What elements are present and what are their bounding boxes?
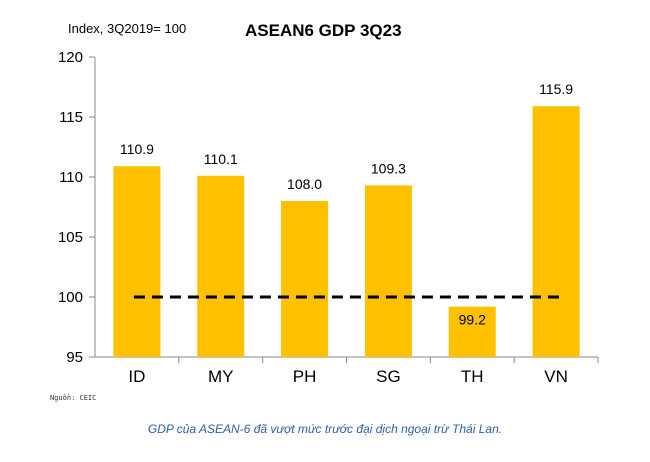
chart-title: ASEAN6 GDP 3Q23	[245, 21, 402, 40]
bar-ph	[281, 201, 329, 357]
x-category-label: MY	[208, 367, 234, 386]
bar-sg	[364, 185, 412, 357]
bar-my	[197, 175, 245, 357]
bar-th	[448, 306, 496, 357]
x-category-label: VN	[544, 367, 568, 386]
data-label: 115.9	[539, 81, 573, 97]
x-category-label: TH	[461, 367, 484, 386]
y-tick-label: 120	[58, 49, 83, 66]
y-tick-label: 110	[59, 169, 83, 186]
bar-id	[113, 166, 161, 357]
x-category-label: PH	[293, 367, 317, 386]
figure-caption: GDP của ASEAN-6 đã vượt mức trước đại dị…	[147, 422, 503, 436]
y-tick-label: 95	[66, 349, 83, 366]
x-category-label: SG	[376, 367, 401, 386]
plot-area: 95 100 105 110 115 120 110.9 ID 110.1 MY 108.0 PH 10…	[58, 49, 599, 386]
x-category-label: ID	[128, 367, 145, 386]
y-axis-unit-label: Index, 3Q2019= 100	[68, 21, 186, 36]
data-label: 99.2	[459, 312, 486, 328]
data-label: 110.1	[204, 151, 238, 167]
data-label: 108.0	[287, 176, 322, 192]
bar-vn	[532, 106, 580, 357]
data-label: 109.3	[371, 160, 406, 176]
y-tick-label: 115	[59, 109, 83, 126]
asean6-gdp-chart: Index, 3Q2019= 100 ASEAN6 GDP 3Q23 95 100…	[58, 21, 599, 386]
y-tick-label: 105	[58, 229, 83, 246]
y-tick-label: 100	[58, 289, 83, 306]
source-note: Nguồn: CEIC	[50, 394, 97, 402]
data-label: 110.9	[120, 141, 154, 157]
